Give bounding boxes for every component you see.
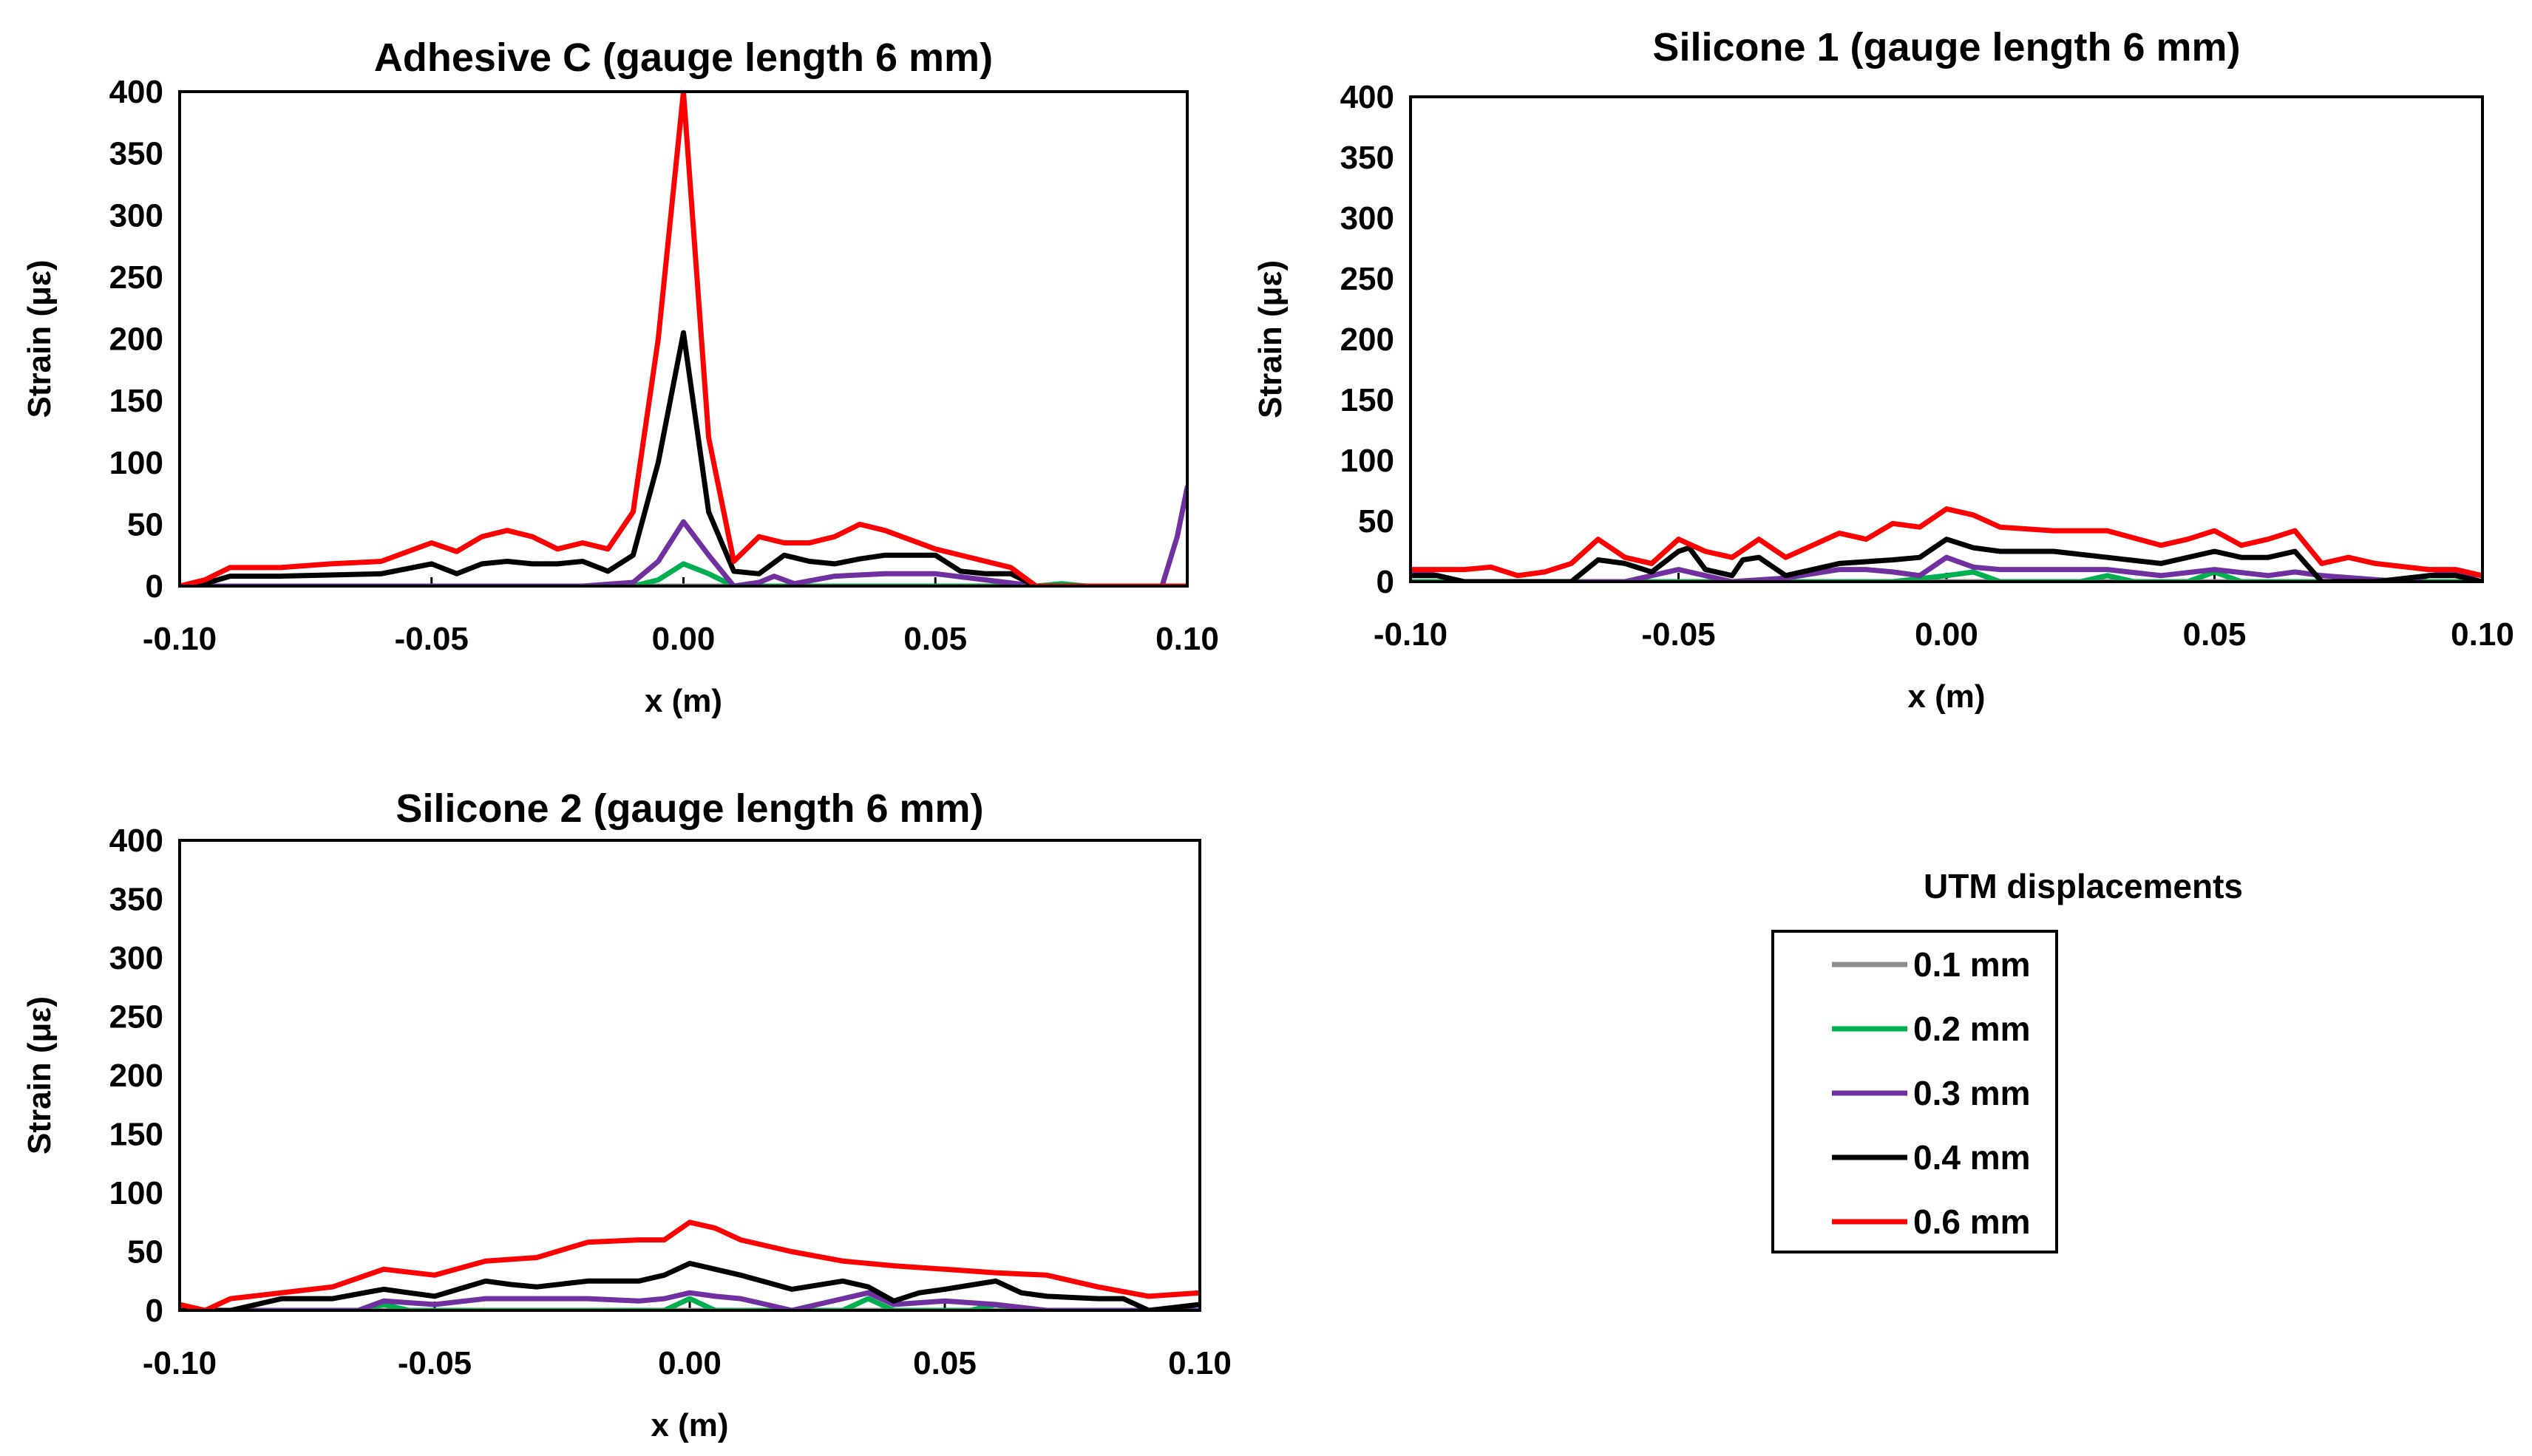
y-tick-label: 100: [109, 445, 163, 481]
legend-label: 0.4 mm: [1913, 1138, 2031, 1177]
series-group: [1411, 506, 2482, 582]
series-line-0-2-mm: [1411, 569, 2482, 582]
x-tick-label: 0.10: [1168, 1345, 1232, 1381]
x-tick-label: 0.00: [658, 1345, 722, 1381]
chart-silicone-1: Silicone 1 (gauge length 6 mm) 0 50 100 150 2…: [1252, 25, 2514, 715]
x-axis-label: x (m): [651, 1407, 728, 1443]
x-tick-label: 0.05: [2183, 616, 2247, 653]
series-group: [180, 1219, 1200, 1310]
x-tick-label: 0.10: [2451, 616, 2514, 653]
x-tick-label: 0.00: [652, 621, 716, 657]
x-axis-label: x (m): [645, 683, 722, 719]
x-tick-label: -0.05: [1641, 616, 1715, 653]
series-line-0-4-mm: [180, 1260, 1200, 1310]
series-line-0-6-mm: [180, 1219, 1200, 1310]
series-line-0-3-mm: [180, 484, 1187, 586]
chart-title: Adhesive C (gauge length 6 mm): [374, 35, 993, 80]
y-tick-label: 350: [109, 136, 163, 172]
y-tick-label: 400: [109, 74, 163, 110]
y-tick-label: 50: [127, 1234, 163, 1270]
y-tick-label: 300: [1340, 200, 1394, 237]
series-line-0-4-mm: [1411, 537, 2482, 582]
x-tick-label: -0.10: [143, 1345, 217, 1381]
x-tick-label: -0.10: [1374, 616, 1447, 653]
x-tick-label: 0.10: [1155, 621, 1219, 657]
legend-label: 0.3 mm: [1913, 1074, 2031, 1112]
y-tick-label: 250: [109, 259, 163, 296]
chart-title: Silicone 1 (gauge length 6 mm): [1652, 25, 2240, 69]
series-line-0-4-mm: [180, 330, 1187, 586]
x-tick-label: -0.05: [398, 1345, 472, 1381]
legend-label: 0.1 mm: [1913, 945, 2031, 984]
chart-title: Silicone 2 (gauge length 6 mm): [396, 786, 983, 831]
y-tick-label: 200: [109, 1058, 163, 1094]
y-tick-label: 200: [1340, 322, 1394, 358]
series-line-0-6-mm: [1411, 506, 2482, 579]
series-line-0-3-mm: [180, 1290, 1200, 1310]
y-tick-label: 250: [109, 999, 163, 1035]
y-tick-label: 350: [1340, 140, 1394, 176]
x-tick-label: 0.00: [1915, 616, 1978, 653]
plot-frame: [178, 90, 1189, 588]
x-axis-label: x (m): [1907, 678, 1985, 715]
x-tick-label: 0.05: [903, 621, 967, 657]
y-tick-label: 150: [1340, 382, 1394, 418]
plot-frame: [1409, 95, 2484, 583]
y-tick-label: 400: [1340, 79, 1394, 115]
chart-silicone-2: Silicone 2 (gauge length 6 mm) 0 50 100 150 2…: [21, 786, 1232, 1443]
legend-title: UTM displacements: [1924, 867, 2243, 905]
x-tick-label: -0.05: [395, 621, 469, 657]
y-axis-label: Strain (με): [1252, 260, 1289, 418]
y-tick-label: 400: [109, 823, 163, 859]
y-tick-label: 0: [146, 568, 163, 605]
x-tick-label: 0.05: [913, 1345, 977, 1381]
y-tick-label: 350: [109, 882, 163, 918]
y-tick-label: 0: [146, 1293, 163, 1329]
y-tick-label: 100: [109, 1175, 163, 1211]
legend-box: [1771, 930, 2058, 1253]
y-tick-label: 50: [127, 506, 163, 542]
legend-label: 0.2 mm: [1913, 1010, 2031, 1048]
y-tick-label: 300: [109, 197, 163, 234]
y-tick-label: 0: [1377, 564, 1394, 600]
y-tick-label: 200: [109, 322, 163, 358]
x-tick-label: -0.10: [143, 621, 217, 657]
legend-entries: 0.1 mm 0.2 mm 0.3 mm 0.4 mm 0.6 mm: [1832, 945, 2031, 1241]
y-tick-label: 150: [109, 1117, 163, 1153]
y-tick-label: 100: [1340, 443, 1394, 479]
y-axis-label: Strain (με): [21, 259, 58, 418]
legend: UTM displacements 0.1 mm 0.2 mm 0.3 mm 0.4 …: [1771, 867, 2243, 1253]
series-group: [180, 90, 1187, 586]
y-tick-label: 300: [109, 940, 163, 976]
y-tick-label: 150: [109, 383, 163, 419]
y-tick-label: 50: [1358, 503, 1394, 540]
chart-adhesive-c: Adhesive C (gauge length 6 mm) 0 50 100 150 2…: [21, 35, 1219, 719]
y-axis-label: Strain (με): [21, 996, 58, 1154]
y-tick-label: 250: [1340, 261, 1394, 297]
plot-frame: [178, 839, 1201, 1312]
legend-label: 0.6 mm: [1913, 1202, 2031, 1241]
series-line-0-6-mm: [180, 90, 1187, 586]
